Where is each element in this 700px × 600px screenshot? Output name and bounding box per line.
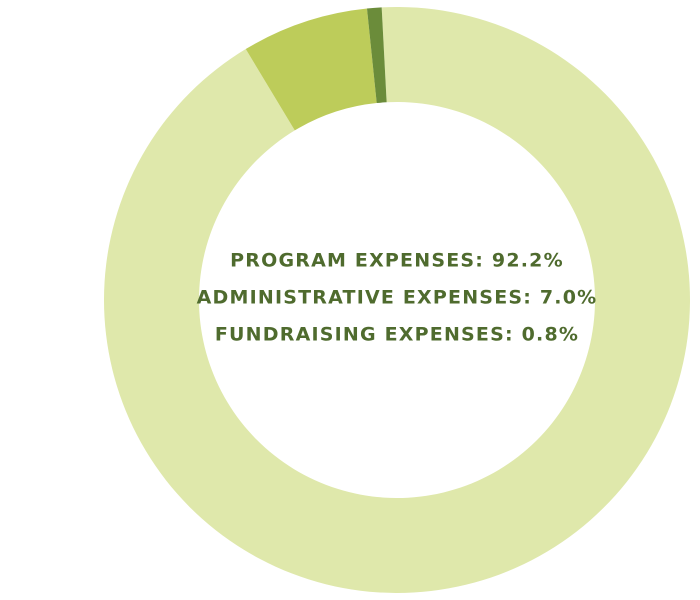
slice-label-administrative: ADMINISTRATIVE EXPENSES bbox=[196, 286, 524, 309]
slice-label-program: PROGRAM EXPENSES bbox=[230, 249, 476, 272]
slice-fundraising bbox=[366, 7, 387, 104]
label-row-fundraising: FUNDRAISING EXPENSES: 0.8% bbox=[214, 323, 580, 346]
slice-program bbox=[103, 6, 690, 593]
label-row-administrative: ADMINISTRATIVE EXPENSES: 7.0% bbox=[196, 286, 598, 309]
slice-administrative bbox=[245, 8, 377, 131]
label-row-program: PROGRAM EXPENSES: 92.2% bbox=[230, 249, 564, 272]
slice-label-fundraising: FUNDRAISING EXPENSES bbox=[214, 323, 506, 346]
slice-value-program: 92.2% bbox=[491, 249, 564, 272]
slice-value-fundraising: 0.8% bbox=[521, 323, 580, 346]
slice-value-administrative: 7.0% bbox=[539, 286, 598, 309]
center-labels: PROGRAM EXPENSES: 92.2% ADMINISTRATIVE E… bbox=[197, 243, 598, 354]
